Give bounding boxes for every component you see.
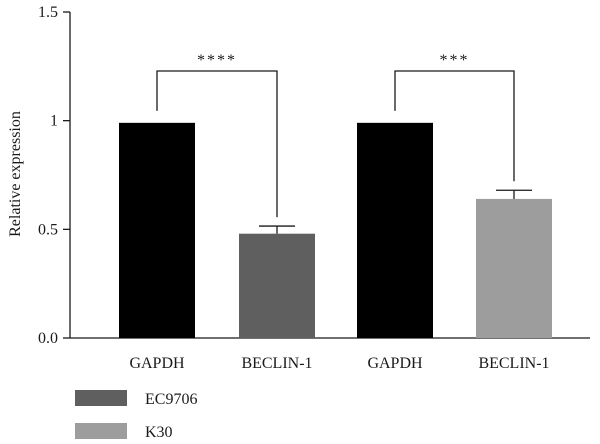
- legend-label: EC9706: [145, 391, 197, 408]
- y-tick-label: 0.0: [38, 330, 58, 347]
- legend-swatch: [75, 390, 127, 406]
- bar: [476, 198, 552, 338]
- category-label: GAPDH: [129, 355, 185, 372]
- category-label: GAPDH: [367, 355, 423, 372]
- legend: EC9706 K30: [75, 390, 197, 441]
- significance-label: ****: [197, 52, 237, 69]
- bar: [239, 233, 315, 338]
- y-tick-label: 1.5: [38, 4, 58, 21]
- category-label: BECLIN-1: [241, 355, 312, 372]
- legend-label: K30: [145, 424, 173, 441]
- significance-label: ***: [440, 52, 470, 69]
- category-labels: GAPDH BECLIN-1 GAPDH BECLIN-1: [129, 355, 549, 372]
- error-bars: [259, 189, 532, 234]
- y-tick-label: 1: [50, 113, 58, 130]
- significance-brackets: **** ***: [156, 52, 515, 218]
- bar: [357, 122, 433, 338]
- y-axis-label: Relative expression: [7, 111, 24, 237]
- bar: [119, 122, 195, 338]
- significance-bracket: [394, 70, 515, 182]
- legend-swatch: [75, 423, 127, 439]
- bars: [119, 122, 552, 338]
- y-tick-label: 0.5: [38, 221, 58, 238]
- significance-bracket: [156, 70, 278, 218]
- category-label: BECLIN-1: [478, 355, 549, 372]
